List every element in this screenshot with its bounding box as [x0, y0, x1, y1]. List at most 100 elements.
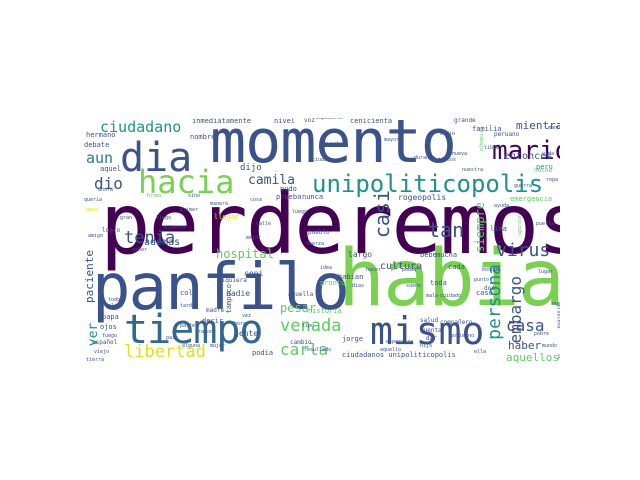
word-primer: primer	[180, 207, 199, 213]
word-empezaron: empezaron	[316, 118, 344, 121]
word-trabajo: trabajo	[478, 129, 485, 152]
word-hacer: hacer	[366, 267, 382, 273]
word-habian: habian	[338, 273, 364, 281]
word-cambio: cambio	[290, 339, 312, 346]
word-casi: casi	[370, 190, 394, 239]
word-pobre: pobre	[534, 331, 550, 337]
word-durante: durante	[414, 155, 436, 161]
word-juntos: juntos	[438, 157, 457, 163]
word-venada: venada	[280, 316, 342, 336]
word-nunca: nunca	[302, 193, 324, 201]
word-opinion: opinion	[517, 213, 524, 236]
word-tarde: tarde	[180, 303, 196, 309]
word-nivel: nivel	[274, 118, 296, 125]
word-aun: aun	[86, 149, 114, 167]
word-cada: cada	[448, 263, 465, 271]
word-viejo: viejo	[94, 349, 110, 355]
word-cultura: cultura	[380, 261, 423, 272]
word-mucha: mucha	[436, 251, 458, 259]
word-cloud: perderemos momento habia panfilo tiempo …	[80, 118, 560, 368]
word-noche: noche	[534, 167, 553, 174]
word-paso: paso	[558, 353, 560, 360]
word-familia: familia	[472, 125, 502, 133]
word-salud: salud	[420, 317, 439, 324]
word-vida: vida	[542, 151, 555, 157]
word-siquiera: siquiera	[218, 277, 247, 284]
word-claro: claro	[108, 303, 124, 309]
word-mujer: mujer	[210, 343, 226, 349]
word-ciudadanos-unipoliticopolis: ciudadanos unipoliticopolis	[342, 351, 456, 359]
word-cola: cola	[180, 289, 197, 297]
word-aquello: aquello	[380, 347, 402, 353]
word-parte: parte	[180, 323, 196, 329]
word-grande: grande	[454, 118, 476, 124]
word-queria: queria	[84, 197, 103, 203]
word-punto: punto	[474, 277, 490, 283]
word-nuevo: nuevo	[552, 301, 560, 307]
word-emergencia: emergencia	[510, 195, 553, 203]
word-tipo: tipo	[302, 323, 315, 329]
word-tan: tan	[428, 218, 465, 242]
word-luego: luego	[292, 209, 308, 215]
word-sueno: sueño	[406, 283, 422, 289]
word-todos: todos	[108, 297, 124, 303]
word-panfilo: panfilo	[92, 251, 350, 325]
word-haber: haber	[508, 339, 542, 352]
word-dia: dia	[120, 135, 193, 181]
word-unipoliticopolis: unipoliticopolis	[312, 170, 544, 198]
word-lima: lima	[490, 225, 507, 233]
word-prueba: prueba	[276, 193, 302, 201]
word-lugar: lugar	[538, 269, 554, 275]
word-ahora: ahora	[98, 187, 114, 193]
word-dias: dias	[352, 283, 365, 289]
word-ayuda: ayuda	[494, 203, 510, 209]
word-casa: casa	[506, 316, 545, 335]
word-calle: calle	[256, 221, 272, 227]
word-mundo: mundo	[542, 343, 558, 349]
word-muerte: muerte	[324, 141, 343, 147]
word-inmediatamente: inmediatamente	[192, 118, 252, 125]
word-dar: dar	[426, 335, 437, 342]
word-hacia: hacia	[138, 163, 235, 201]
word-aquella: aquella	[288, 291, 314, 298]
word-ropa: ropa	[546, 177, 559, 183]
word-fuego: fuego	[102, 333, 118, 339]
word-toda: toda	[430, 279, 447, 287]
word-dijo: dijo	[240, 163, 262, 173]
word-sino: sino	[188, 193, 201, 199]
word-manera: manera	[210, 201, 229, 207]
word-bebe: bebe	[420, 251, 437, 259]
word-pueblo: pueblo	[308, 229, 330, 236]
word-logro: logro	[102, 227, 121, 234]
word-debate: debate	[84, 141, 110, 149]
word-ciudad: ciudad	[312, 157, 331, 163]
word-companero: compañero	[440, 319, 473, 326]
word-tierra: tierra	[86, 357, 105, 363]
word-medio: medio	[440, 131, 456, 137]
word-bosque: bosque	[482, 267, 501, 273]
word-pena: pena	[86, 207, 99, 213]
word-mientras: mientras	[516, 119, 560, 132]
word-mismo: mismo	[370, 309, 485, 353]
word-caso: caso	[476, 289, 493, 297]
word-aquellos: aquellos	[506, 351, 559, 364]
word-hijo: hijo	[420, 343, 433, 349]
word-siempre: siempre	[473, 202, 487, 253]
word-tenia: tenia	[124, 228, 176, 248]
word-decir: decir	[202, 317, 224, 325]
word-jorge: jorge	[342, 335, 364, 343]
word-persona: persona	[484, 264, 505, 340]
word-cenicienta: cenicienta	[350, 118, 393, 125]
word-mayor: mayor	[384, 137, 400, 143]
word-nuestra: nuestra	[462, 167, 484, 173]
word-historia: historia	[308, 307, 342, 315]
word-cosa: cosa	[250, 197, 263, 203]
word-nombre: nombre	[190, 133, 216, 141]
word-virus: virus	[496, 240, 551, 261]
word-tampoco: tampoco	[225, 284, 233, 314]
word-pudo: pudo	[280, 185, 297, 193]
word-dio: dio	[94, 174, 123, 193]
word-libertad: libertad	[124, 342, 206, 362]
word-rogeopolis: rogeopolis	[398, 193, 447, 202]
word-idea: idea	[320, 265, 333, 271]
